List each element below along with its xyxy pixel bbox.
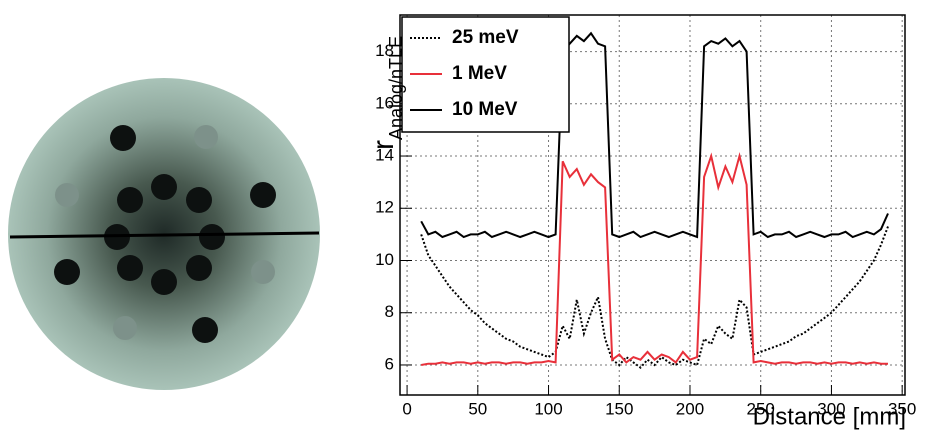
y-tick-label: 6 xyxy=(385,354,394,373)
x-tick-label: 250 xyxy=(747,399,775,418)
y-label-subscript: Analog/nTLE xyxy=(386,36,406,140)
light-holes xyxy=(55,125,275,340)
plot: 0 50 100 150 200 250 300 350 6 8 10 12 14 16 18 25 meV 1… xyxy=(375,14,916,418)
series-line xyxy=(421,152,888,366)
legend-label: 25 meV xyxy=(452,27,519,48)
legend-label: 1 MeV xyxy=(452,63,507,84)
dark-holes xyxy=(54,125,276,343)
y-label-main: r xyxy=(367,140,400,150)
legend: 25 meV 1 MeV 10 MeV xyxy=(401,16,570,133)
series-line xyxy=(420,31,889,239)
x-axis-label: Distance [mm] xyxy=(753,403,906,430)
x-tick-label: 300 xyxy=(817,399,845,418)
x-tick-label: 350 xyxy=(888,399,916,418)
x-tick-label: 100 xyxy=(534,399,562,418)
scan-line xyxy=(9,231,320,239)
x-tick-label: 0 xyxy=(402,399,411,418)
detector-image xyxy=(8,78,320,390)
x-tick-label: 200 xyxy=(676,399,704,418)
y-tick-label: 16 xyxy=(375,93,394,112)
y-tick-label: 18 xyxy=(375,41,394,60)
y-tick-label: 10 xyxy=(375,250,394,269)
plot-frame xyxy=(399,14,906,396)
legend-label: 10 MeV xyxy=(452,99,518,120)
y-tick-label: 12 xyxy=(375,198,394,217)
y-tick-label: 14 xyxy=(375,146,394,165)
x-tick-label: 50 xyxy=(468,399,487,418)
y-axis-label: r Analog/nTLE xyxy=(367,36,406,150)
y-tick-label: 8 xyxy=(385,302,394,321)
x-tick-label: 150 xyxy=(605,399,633,418)
series-line xyxy=(420,226,889,369)
